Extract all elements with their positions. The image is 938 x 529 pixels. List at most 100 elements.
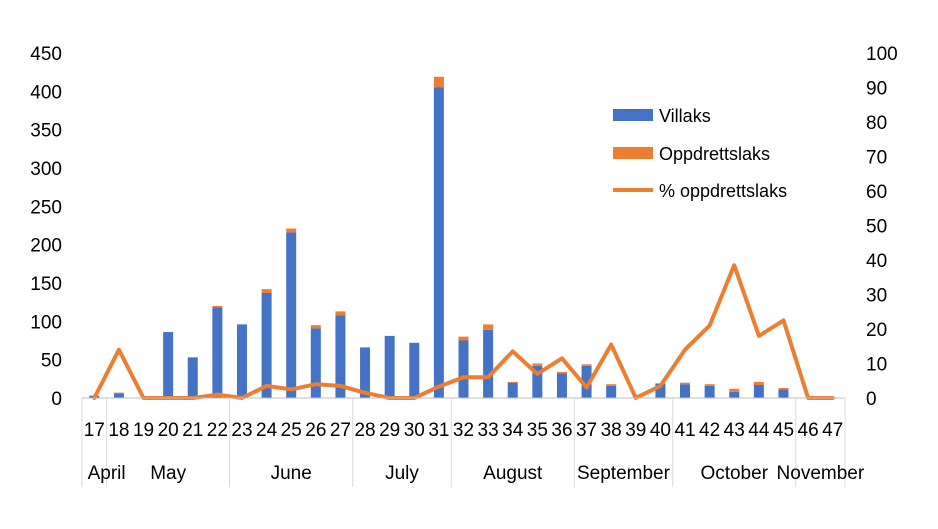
bar-villaks-week-36: [556, 373, 567, 398]
x-tick-week-39: 39: [625, 420, 646, 441]
x-tick-week-29: 29: [379, 420, 400, 441]
y-left-tick-label: 150: [30, 274, 62, 295]
bar-oppdrettslaks-week-35: [532, 363, 543, 366]
y-left-tick-label: 350: [30, 121, 62, 142]
bar-villaks-week-44: [753, 384, 764, 398]
x-tick-week-44: 44: [748, 420, 770, 441]
bar-oppdrettslaks-week-38: [606, 384, 617, 386]
month-label-june: June: [271, 463, 312, 484]
bar-villaks-week-28: [360, 347, 371, 398]
bar-villaks-week-34: [507, 382, 518, 398]
bar-villaks-week-43: [729, 391, 740, 398]
x-tick-week-17: 17: [84, 420, 105, 441]
x-tick-week-20: 20: [158, 420, 179, 441]
y-left-tick-label: 450: [30, 44, 62, 65]
legend-label-villaks: Villaks: [659, 106, 711, 126]
bar-villaks-week-26: [310, 328, 321, 398]
bar-villaks-week-37: [581, 365, 592, 398]
x-tick-week-43: 43: [724, 420, 745, 441]
legend-label-oppdrettslaks: Oppdrettslaks: [659, 144, 770, 164]
month-label-august: August: [483, 463, 543, 484]
bar-villaks-week-25: [286, 232, 297, 398]
bar-oppdrettslaks-week-41: [680, 382, 691, 385]
bar-oppdrettslaks-week-36: [556, 371, 567, 374]
y-right-tick-label: 30: [866, 286, 887, 307]
y-right-tick-label: 10: [866, 355, 887, 376]
bar-oppdrettslaks-week-18: [113, 392, 124, 394]
y-left-tick-label: 400: [30, 82, 62, 103]
bar-oppdrettslaks-week-42: [704, 384, 715, 386]
x-tick-week-24: 24: [256, 420, 278, 441]
y-left-tick-label: 50: [41, 351, 62, 372]
bar-villaks-week-24: [261, 292, 272, 398]
x-tick-week-33: 33: [478, 420, 499, 441]
line-pct-oppdrettslaks: [92, 263, 835, 400]
x-tick-week-22: 22: [207, 420, 228, 441]
y-left-tick-label: 100: [30, 312, 62, 333]
bar-oppdrettslaks-week-43: [729, 388, 740, 392]
bar-oppdrettslaks-week-44: [753, 381, 764, 385]
y-right-tick-label: 80: [866, 113, 887, 134]
y-right-tick-label: 60: [866, 182, 887, 203]
x-tick-week-38: 38: [601, 420, 622, 441]
legend-swatch-villaks: [613, 109, 653, 121]
x-tick-week-32: 32: [453, 420, 474, 441]
bar-villaks-week-45: [778, 389, 789, 398]
y-left-tick-label: 300: [30, 159, 62, 180]
axes-layer: 0 50 100 150 200 250 300 350 400 450 0 10 20 30 40 50 60…: [30, 44, 898, 487]
x-tick-week-25: 25: [281, 420, 302, 441]
bar-villaks-week-42: [704, 385, 715, 398]
x-tick-week-34: 34: [502, 420, 524, 441]
y-left-tick-label: 200: [30, 236, 62, 257]
x-tick-week-41: 41: [674, 420, 695, 441]
bar-villaks-week-38: [606, 385, 617, 398]
x-tick-week-36: 36: [551, 420, 572, 441]
legend: Villaks Oppdrettslaks % oppdrettslaks: [613, 106, 787, 201]
x-tick-week-26: 26: [305, 420, 326, 441]
legend-swatch-oppdrettslaks: [613, 147, 653, 159]
bar-oppdrettslaks-week-24: [261, 289, 272, 293]
x-tick-week-40: 40: [650, 420, 671, 441]
bar-oppdrettslaks-week-34: [507, 381, 518, 383]
month-label-november: November: [777, 463, 865, 484]
x-tick-week-45: 45: [773, 420, 794, 441]
month-label-october: October: [700, 463, 768, 484]
y-right-tick-label: 20: [866, 320, 887, 341]
x-tick-week-46: 46: [798, 420, 819, 441]
bar-villaks-week-22: [212, 307, 223, 398]
bar-oppdrettslaks-week-33: [483, 324, 494, 330]
x-tick-week-30: 30: [404, 420, 425, 441]
legend-label-pct: % oppdrettslaks: [659, 181, 787, 201]
bar-villaks-week-27: [335, 315, 346, 398]
bar-oppdrettslaks-week-31: [433, 76, 444, 88]
bar-villaks-week-18: [113, 393, 124, 398]
bar-villaks-week-29: [384, 335, 395, 398]
bar-oppdrettslaks-week-45: [778, 388, 789, 390]
bar-oppdrettslaks-week-26: [310, 325, 321, 329]
x-tick-week-31: 31: [428, 420, 449, 441]
x-tick-week-21: 21: [182, 420, 203, 441]
y-left-tick-label: 0: [51, 389, 62, 410]
bar-oppdrettslaks-week-37: [581, 364, 592, 366]
month-label-july: July: [385, 463, 419, 484]
month-label-april: April: [88, 463, 126, 484]
x-tick-week-27: 27: [330, 420, 351, 441]
bar-villaks-week-23: [236, 324, 247, 398]
bar-villaks-week-21: [187, 357, 198, 398]
month-label-may: May: [150, 463, 186, 484]
bar-villaks-week-41: [680, 384, 691, 398]
y-right-tick-label: 0: [866, 389, 877, 410]
x-tick-week-42: 42: [699, 420, 720, 441]
y-right-tick-label: 50: [866, 217, 887, 238]
bar-villaks-week-20: [163, 332, 174, 398]
bar-villaks-week-35: [532, 365, 543, 398]
bar-oppdrettslaks-week-27: [335, 311, 346, 316]
bar-oppdrettslaks-week-25: [286, 228, 297, 233]
bar-oppdrettslaks-week-32: [458, 336, 469, 341]
bar-oppdrettslaks-week-22: [212, 306, 223, 308]
x-tick-week-47: 47: [822, 420, 843, 441]
x-tick-week-35: 35: [527, 420, 548, 441]
bar-villaks-week-32: [458, 340, 469, 398]
y-right-tick-label: 70: [866, 148, 887, 169]
